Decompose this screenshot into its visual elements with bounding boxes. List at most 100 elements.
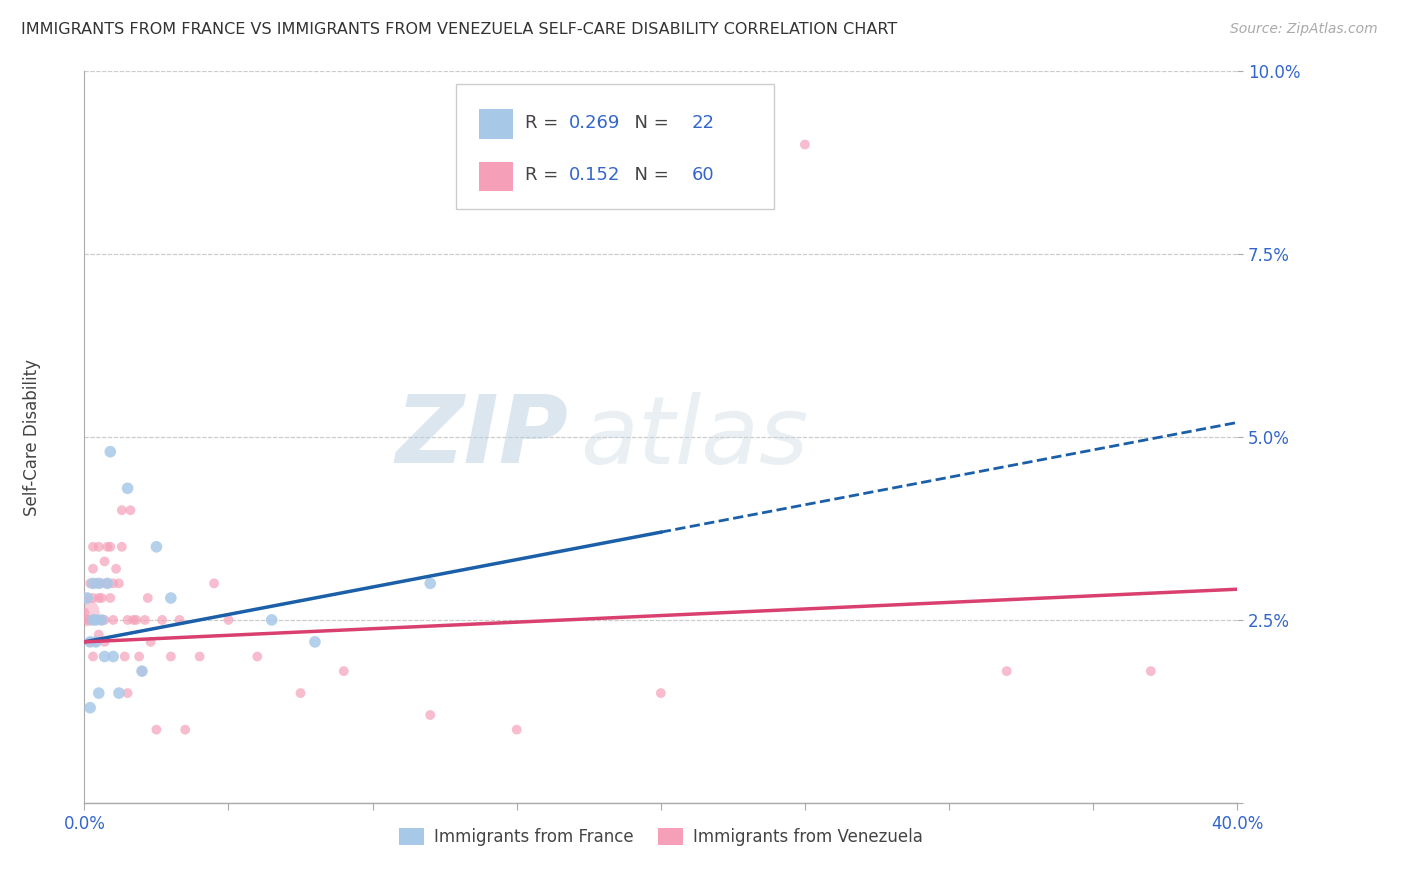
Point xyxy=(98,444,121,458)
Text: Source: ZipAtlas.com: Source: ZipAtlas.com xyxy=(1230,22,1378,37)
Point xyxy=(125,613,148,627)
Point xyxy=(506,723,529,737)
Point xyxy=(76,591,98,605)
Point xyxy=(260,613,283,627)
Point xyxy=(150,613,173,627)
Point xyxy=(79,613,101,627)
Point xyxy=(79,700,101,714)
Point xyxy=(76,613,98,627)
Point xyxy=(218,613,240,627)
Point xyxy=(98,540,121,554)
Point xyxy=(90,591,112,605)
Point xyxy=(93,613,115,627)
Point xyxy=(90,576,112,591)
Point xyxy=(90,613,112,627)
Point xyxy=(304,635,326,649)
Point xyxy=(93,554,115,568)
Text: 22: 22 xyxy=(692,113,714,131)
Point xyxy=(419,708,441,723)
Point xyxy=(96,576,118,591)
Point xyxy=(82,562,104,576)
Point xyxy=(84,635,107,649)
Point xyxy=(333,664,356,678)
Point xyxy=(93,649,115,664)
Point xyxy=(98,591,121,605)
Point xyxy=(122,613,145,627)
Text: R =: R = xyxy=(524,166,564,185)
Point xyxy=(82,540,104,554)
Point xyxy=(160,649,183,664)
Point xyxy=(794,137,817,152)
FancyBboxPatch shape xyxy=(456,84,773,209)
Point xyxy=(111,540,134,554)
Point xyxy=(145,540,167,554)
Point xyxy=(246,649,269,664)
FancyBboxPatch shape xyxy=(478,110,513,138)
Point xyxy=(82,576,104,591)
Point xyxy=(290,686,312,700)
Point xyxy=(1140,664,1163,678)
Point xyxy=(79,576,101,591)
Text: ZIP: ZIP xyxy=(395,391,568,483)
Point xyxy=(117,613,139,627)
Point xyxy=(111,503,134,517)
Point xyxy=(87,576,110,591)
Point xyxy=(76,591,98,605)
Point xyxy=(108,686,131,700)
FancyBboxPatch shape xyxy=(478,162,513,191)
Point xyxy=(82,613,104,627)
Point xyxy=(87,627,110,641)
Point xyxy=(134,613,156,627)
Point xyxy=(87,540,110,554)
Point xyxy=(84,576,107,591)
Text: N =: N = xyxy=(623,113,675,131)
Point xyxy=(79,635,101,649)
Point xyxy=(103,576,124,591)
Legend: Immigrants from France, Immigrants from Venezuela: Immigrants from France, Immigrants from … xyxy=(392,822,929,853)
Text: Self-Care Disability: Self-Care Disability xyxy=(24,359,42,516)
Point xyxy=(96,540,118,554)
Point xyxy=(136,591,159,605)
Point xyxy=(174,723,197,737)
Point xyxy=(103,613,124,627)
Point xyxy=(131,664,153,678)
Text: 0.152: 0.152 xyxy=(568,166,620,185)
Point xyxy=(90,613,112,627)
Point xyxy=(145,723,167,737)
Point xyxy=(160,591,183,605)
Point xyxy=(995,664,1018,678)
Point xyxy=(120,503,142,517)
Point xyxy=(202,576,225,591)
Point xyxy=(79,635,101,649)
Point xyxy=(117,686,139,700)
Point xyxy=(131,664,153,678)
Text: 60: 60 xyxy=(692,166,714,185)
Point xyxy=(84,613,107,627)
Point xyxy=(114,649,136,664)
Point xyxy=(419,576,441,591)
Point xyxy=(87,591,110,605)
Point xyxy=(108,576,131,591)
Point xyxy=(650,686,672,700)
Point xyxy=(96,576,118,591)
Point xyxy=(188,649,211,664)
Point xyxy=(169,613,191,627)
Point xyxy=(87,686,110,700)
Text: R =: R = xyxy=(524,113,564,131)
Text: atlas: atlas xyxy=(581,392,808,483)
Point xyxy=(105,562,128,576)
Point xyxy=(128,649,150,664)
Text: N =: N = xyxy=(623,166,675,185)
Text: 0.269: 0.269 xyxy=(568,113,620,131)
Point xyxy=(117,481,139,495)
Text: IMMIGRANTS FROM FRANCE VS IMMIGRANTS FROM VENEZUELA SELF-CARE DISABILITY CORRELA: IMMIGRANTS FROM FRANCE VS IMMIGRANTS FRO… xyxy=(21,22,897,37)
Point xyxy=(84,613,107,627)
Point xyxy=(103,649,124,664)
Point xyxy=(82,649,104,664)
Point xyxy=(82,591,104,605)
Point xyxy=(75,606,97,620)
Point xyxy=(93,635,115,649)
Point xyxy=(73,606,96,620)
Point xyxy=(84,635,107,649)
Point xyxy=(139,635,162,649)
